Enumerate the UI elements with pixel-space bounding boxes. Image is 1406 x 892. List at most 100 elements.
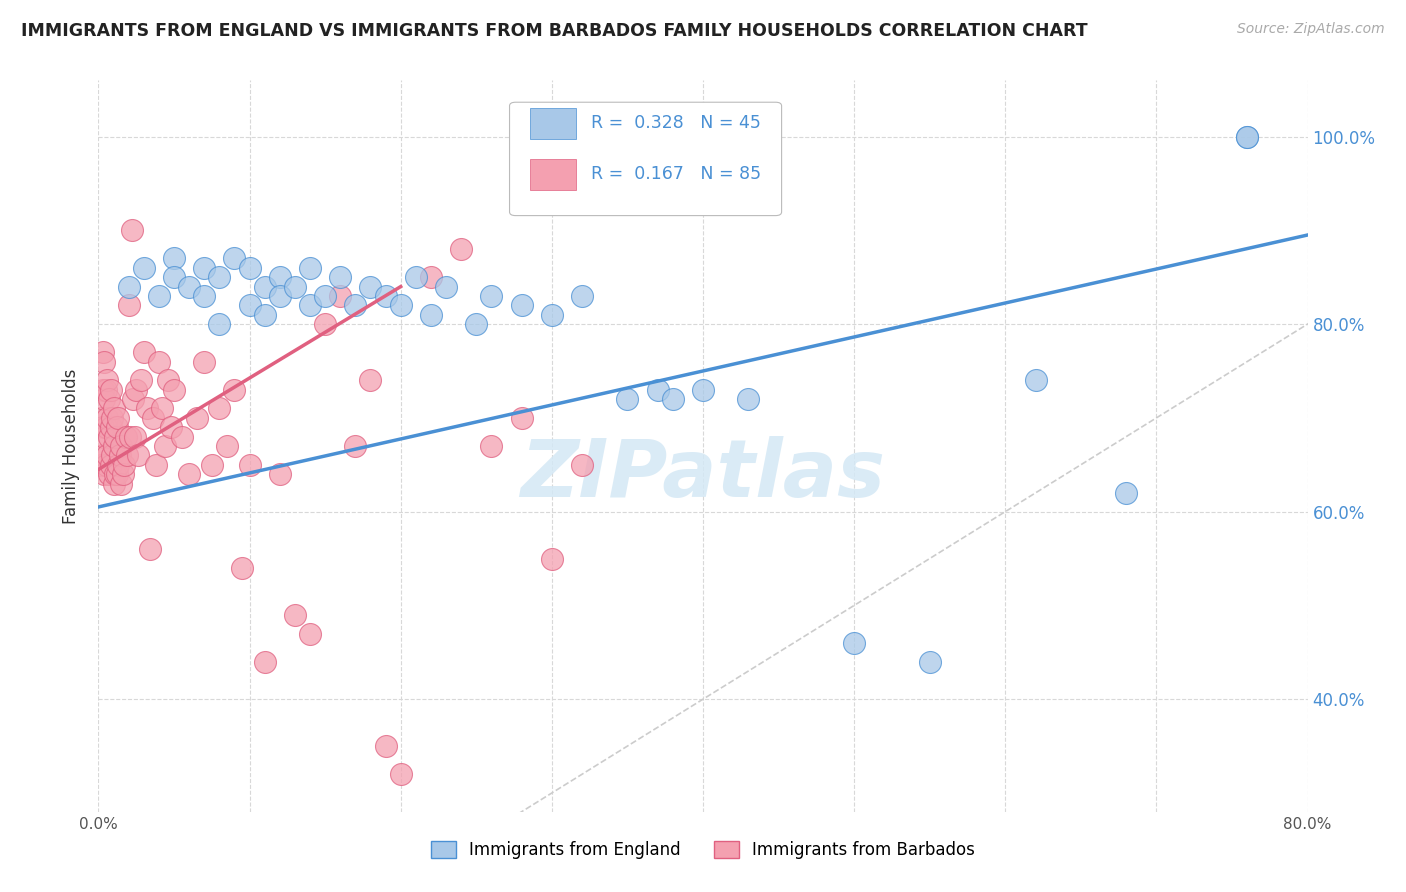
Point — [360, 279, 382, 293]
Point — [93, 392, 115, 406]
Legend: Immigrants from England, Immigrants from Barbados: Immigrants from England, Immigrants from… — [425, 834, 981, 865]
Point — [193, 260, 215, 275]
Point — [112, 458, 135, 472]
Point — [481, 439, 503, 453]
Point — [344, 439, 367, 453]
Point — [98, 429, 121, 443]
Point — [540, 551, 562, 566]
Point — [692, 383, 714, 397]
Point — [114, 429, 136, 443]
Point — [163, 383, 186, 397]
Point — [329, 270, 352, 285]
Point — [100, 383, 122, 397]
Point — [96, 410, 118, 425]
Point — [360, 373, 382, 387]
Point — [329, 289, 352, 303]
Point — [132, 260, 155, 275]
Point — [253, 279, 276, 293]
Point — [105, 420, 128, 434]
Point — [110, 439, 132, 453]
Point — [239, 458, 262, 472]
Point — [103, 439, 125, 453]
Point — [90, 458, 112, 472]
Point — [389, 767, 412, 781]
Point — [374, 289, 396, 303]
Point — [239, 298, 262, 312]
Text: R =  0.167   N = 85: R = 0.167 N = 85 — [591, 165, 761, 183]
Point — [661, 392, 683, 406]
Point — [104, 429, 127, 443]
Point — [465, 317, 488, 331]
Point — [374, 739, 396, 753]
Point — [481, 289, 503, 303]
Point — [231, 561, 253, 575]
Point — [170, 429, 193, 443]
Point — [163, 252, 186, 266]
Point — [208, 270, 231, 285]
Point — [127, 449, 149, 463]
Point — [269, 289, 291, 303]
FancyBboxPatch shape — [530, 160, 576, 190]
Point — [101, 410, 124, 425]
Point — [616, 392, 638, 406]
Point — [115, 449, 138, 463]
Point — [389, 298, 412, 312]
Point — [737, 392, 759, 406]
Point — [98, 467, 121, 482]
Point — [450, 242, 472, 256]
FancyBboxPatch shape — [530, 108, 576, 139]
FancyBboxPatch shape — [509, 103, 782, 216]
Point — [299, 260, 322, 275]
Point — [104, 467, 127, 482]
Point — [107, 410, 129, 425]
Point — [420, 308, 443, 322]
Point — [91, 449, 114, 463]
Point — [156, 373, 179, 387]
Point — [253, 655, 276, 669]
Point — [571, 289, 593, 303]
Point — [510, 410, 533, 425]
Point — [145, 458, 167, 472]
Point — [93, 429, 115, 443]
Point — [110, 476, 132, 491]
Point — [208, 401, 231, 416]
Point — [1024, 373, 1046, 387]
Text: IMMIGRANTS FROM ENGLAND VS IMMIGRANTS FROM BARBADOS FAMILY HOUSEHOLDS CORRELATIO: IMMIGRANTS FROM ENGLAND VS IMMIGRANTS FR… — [21, 22, 1088, 40]
Point — [284, 279, 307, 293]
Point — [108, 449, 131, 463]
Point — [1236, 129, 1258, 144]
Point — [284, 607, 307, 622]
Point — [434, 279, 457, 293]
Point — [314, 289, 336, 303]
Point — [1115, 486, 1137, 500]
Point — [105, 467, 128, 482]
Point — [91, 345, 114, 359]
Point — [101, 449, 124, 463]
Point — [90, 410, 112, 425]
Point — [118, 279, 141, 293]
Point — [139, 542, 162, 557]
Point — [405, 270, 427, 285]
Point — [94, 420, 117, 434]
Point — [193, 289, 215, 303]
Point — [91, 383, 114, 397]
Point — [94, 458, 117, 472]
Point — [153, 439, 176, 453]
Point — [121, 223, 143, 237]
Point — [314, 317, 336, 331]
Point — [103, 401, 125, 416]
Point — [98, 392, 121, 406]
Point — [93, 354, 115, 368]
Text: ZIPatlas: ZIPatlas — [520, 436, 886, 515]
Point — [148, 354, 170, 368]
Point — [103, 476, 125, 491]
Point — [96, 373, 118, 387]
Point — [124, 429, 146, 443]
Point — [100, 420, 122, 434]
Point — [1236, 129, 1258, 144]
Point — [150, 401, 173, 416]
Point — [344, 298, 367, 312]
Point — [179, 279, 201, 293]
Point — [239, 260, 262, 275]
Point — [142, 410, 165, 425]
